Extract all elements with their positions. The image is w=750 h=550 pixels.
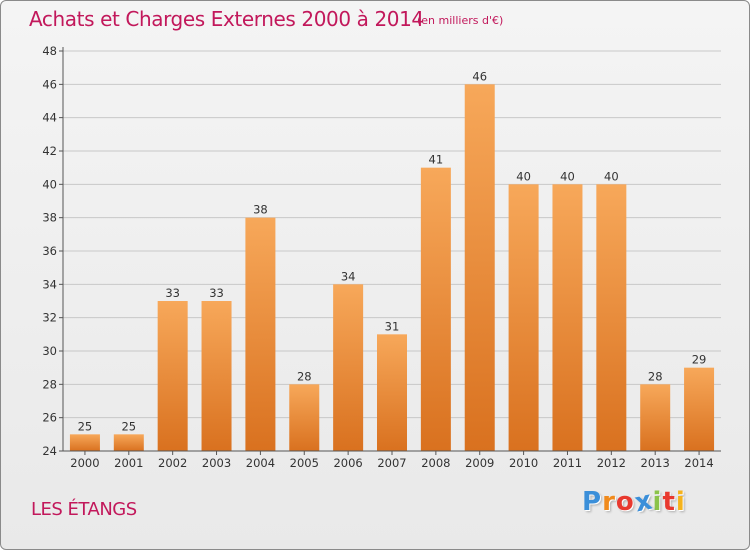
x-tick-label: 2004 bbox=[246, 456, 275, 470]
y-tick-label: 48 bbox=[42, 44, 57, 58]
bar-value-label: 38 bbox=[253, 203, 268, 217]
y-tick-label: 38 bbox=[42, 211, 57, 225]
bar-2010 bbox=[508, 184, 539, 452]
bar-2006 bbox=[333, 284, 364, 451]
x-tick-label: 2007 bbox=[377, 456, 406, 470]
chart-subtitle: (en milliers d'€) bbox=[417, 14, 504, 27]
bar-2004 bbox=[245, 217, 276, 451]
bar-2014 bbox=[684, 367, 715, 451]
x-tick-label: 2014 bbox=[684, 456, 713, 470]
bar-2013 bbox=[640, 384, 671, 451]
bar-2002 bbox=[157, 301, 188, 451]
bar-value-label: 28 bbox=[297, 369, 312, 383]
x-tick-label: 2013 bbox=[641, 456, 670, 470]
x-tick-label: 2006 bbox=[333, 456, 362, 470]
bar-2005 bbox=[289, 384, 320, 451]
y-tick-label: 32 bbox=[42, 311, 57, 325]
y-tick-label: 44 bbox=[42, 111, 57, 125]
x-tick-label: 2002 bbox=[158, 456, 187, 470]
y-tick-label: 42 bbox=[42, 144, 57, 158]
x-tick-label: 2009 bbox=[465, 456, 494, 470]
bar-2008 bbox=[420, 167, 451, 451]
bar-2011 bbox=[552, 184, 583, 452]
bar-value-label: 40 bbox=[560, 169, 575, 183]
x-tick-label: 2008 bbox=[421, 456, 450, 470]
x-tick-label: 2011 bbox=[553, 456, 582, 470]
x-tick-label: 2000 bbox=[70, 456, 99, 470]
chart-title: Achats et Charges Externes 2000 à 2014 bbox=[29, 7, 424, 31]
y-tick-label: 46 bbox=[42, 77, 57, 91]
bar-2000 bbox=[69, 434, 100, 451]
x-tick-label: 2001 bbox=[114, 456, 143, 470]
bar-value-label: 29 bbox=[692, 353, 707, 367]
bar-value-label: 41 bbox=[429, 153, 444, 167]
y-tick-label: 26 bbox=[42, 411, 57, 425]
bar-value-label: 40 bbox=[604, 169, 619, 183]
x-tick-label: 2005 bbox=[290, 456, 319, 470]
y-tick-label: 36 bbox=[42, 244, 57, 258]
y-tick-label: 40 bbox=[42, 177, 57, 191]
bar-value-label: 40 bbox=[516, 169, 531, 183]
bar-value-label: 46 bbox=[472, 69, 487, 83]
bar-value-label: 33 bbox=[165, 286, 180, 300]
x-tick-label: 2010 bbox=[509, 456, 538, 470]
bar-value-label: 34 bbox=[341, 269, 356, 283]
bar-2003 bbox=[201, 301, 232, 451]
bar-2007 bbox=[377, 334, 407, 451]
proxiti-logo: Proxiti bbox=[582, 485, 686, 519]
y-tick-label: 24 bbox=[42, 444, 57, 458]
x-tick-label: 2012 bbox=[597, 456, 626, 470]
y-tick-label: 28 bbox=[42, 377, 57, 391]
y-tick-label: 30 bbox=[42, 344, 57, 358]
bar-2001 bbox=[113, 434, 144, 451]
commune-name: LES ÉTANGS bbox=[31, 499, 137, 520]
bar-value-label: 28 bbox=[648, 369, 663, 383]
bar-2009 bbox=[464, 84, 495, 451]
bar-2012 bbox=[596, 184, 627, 452]
x-tick-label: 2003 bbox=[202, 456, 231, 470]
bar-value-label: 31 bbox=[385, 319, 400, 333]
bar-value-label: 25 bbox=[121, 419, 136, 433]
bar-value-label: 25 bbox=[78, 419, 93, 433]
bar-value-label: 33 bbox=[209, 286, 224, 300]
y-tick-label: 34 bbox=[42, 277, 57, 291]
